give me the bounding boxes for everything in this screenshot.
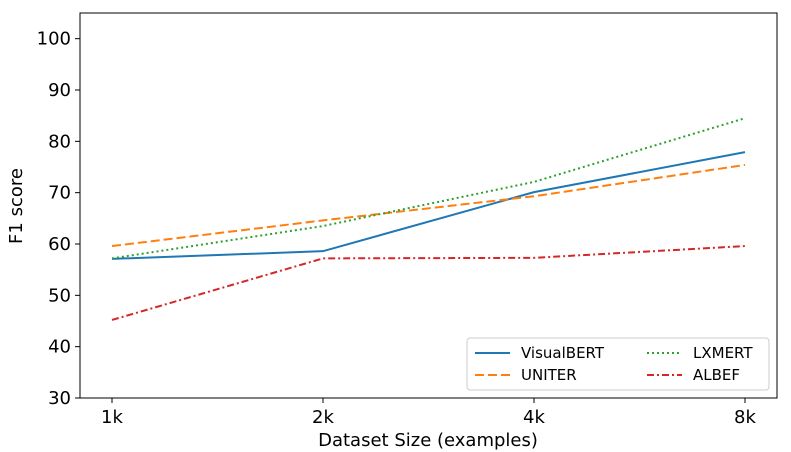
series-line-uniter <box>111 163 746 248</box>
y-tick-label: 50 <box>48 285 71 306</box>
series-line-visualbert <box>111 151 746 260</box>
y-axis: 30 40 50 60 70 80 90 100 <box>37 29 80 409</box>
legend-label-lxmert: LXMERT <box>693 344 753 362</box>
x-axis: 1k 2k 4k 8k <box>101 398 757 428</box>
series-line-lxmert <box>111 117 746 260</box>
x-axis-label: Dataset Size (examples) <box>318 430 538 451</box>
y-tick-label: 80 <box>48 131 71 152</box>
series-line-albef <box>111 245 746 321</box>
y-tick-label: 100 <box>37 29 71 50</box>
x-tick-label: 8k <box>734 407 756 428</box>
y-tick-label: 30 <box>48 388 71 409</box>
legend-label-uniter: UNITER <box>521 366 577 384</box>
legend: VisualBERT UNITER LXMERT ALBEF <box>466 337 770 391</box>
y-tick-label: 60 <box>48 234 71 255</box>
x-tick-label: 4k <box>523 407 545 428</box>
plot-frame <box>79 12 778 399</box>
y-tick-label: 90 <box>48 80 71 101</box>
x-tick-label: 2k <box>312 407 334 428</box>
y-tick-label: 70 <box>48 183 71 204</box>
legend-label-albef: ALBEF <box>693 366 740 384</box>
series-lines <box>111 117 746 321</box>
legend-frame <box>466 337 770 391</box>
legend-label-visualbert: VisualBERT <box>521 344 605 362</box>
plot-area <box>79 12 778 399</box>
x-tick-label: 1k <box>101 407 123 428</box>
y-tick-label: 40 <box>48 337 71 358</box>
y-axis-label: F1 score <box>6 168 27 244</box>
